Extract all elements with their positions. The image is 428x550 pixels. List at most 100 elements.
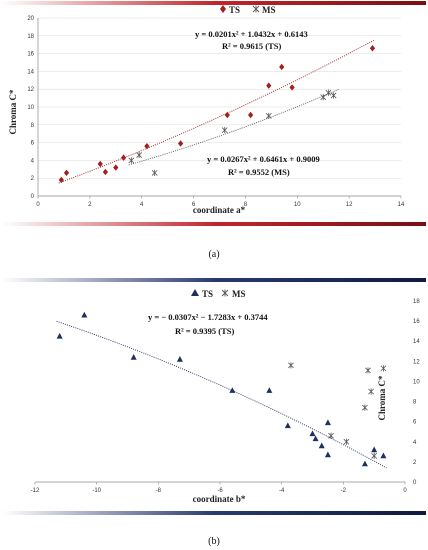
ms-point — [288, 362, 294, 369]
y-tick-label: 18 — [27, 34, 34, 40]
r2-ts-b: R² = 0.9395 (TS) — [175, 326, 235, 336]
x-axis-title-a: coordinate a* — [193, 205, 246, 215]
y-tick-label: 2 — [31, 176, 35, 182]
ts-point — [120, 154, 127, 161]
ts-point — [97, 160, 103, 168]
ts-point — [279, 63, 285, 71]
ts-point — [113, 164, 119, 171]
x-tick-label: -2 — [341, 488, 347, 494]
panel-a-bottom-border — [2, 222, 426, 226]
ts-point — [309, 430, 316, 437]
ms-point — [368, 388, 374, 395]
x-tick-label: 10 — [294, 202, 301, 208]
y-tick-label: 10 — [27, 105, 34, 111]
caption-a: (a) — [208, 249, 219, 260]
ts-point — [229, 387, 236, 393]
x-tick-label: -10 — [92, 488, 101, 494]
x-tick-label: 0 — [36, 202, 40, 208]
ts-point — [371, 446, 378, 453]
y-tick-label: 12 — [27, 87, 34, 93]
r2-ts: R² = 0.9615 (TS) — [222, 41, 282, 51]
ts-point — [289, 84, 295, 91]
ms-point — [221, 127, 228, 134]
ms-point — [265, 112, 272, 119]
x-tick-label: 4 — [140, 202, 144, 208]
panel-a-top-border — [2, 1, 426, 5]
ms-point — [362, 404, 368, 411]
x-tick-label: 2 — [88, 202, 92, 208]
ts-point — [178, 140, 184, 147]
equation-ts: y = 0.0201x² + 1.0432x + 0.6143 — [195, 29, 308, 39]
ms-point — [128, 157, 135, 164]
x-tick-label: -12 — [31, 488, 40, 494]
ms-point — [330, 92, 337, 99]
y-tick-label: 10 — [413, 379, 420, 385]
ms-point — [136, 151, 143, 159]
ts-point — [81, 311, 88, 318]
ts-point — [380, 452, 387, 459]
ms-point — [325, 89, 332, 96]
y-tick-label: 14 — [27, 69, 34, 75]
y-tick-label: 4 — [413, 440, 417, 446]
equation-ts-b: y = − 0.0307x² − 1.7283x + 0.3744 — [148, 312, 268, 322]
x-tick-label: -4 — [279, 488, 285, 494]
x-tick-label: 14 — [398, 202, 405, 208]
ts-point — [224, 111, 230, 119]
ms-point — [328, 432, 334, 439]
ts-point — [361, 460, 368, 467]
ts-point — [266, 82, 272, 89]
x-tick-label: 12 — [346, 202, 353, 208]
ts-point — [130, 354, 137, 360]
ts-point — [102, 168, 109, 176]
legend-label-ms-b: MS — [232, 289, 246, 299]
x-tick-label: 0 — [403, 488, 407, 494]
legend-triangle-marker — [191, 289, 199, 296]
y-tick-labels-b: 0 2 4 6 8 10 12 14 16 18 — [413, 299, 420, 486]
ms-point — [365, 367, 371, 374]
y-tick-label: 8 — [413, 400, 417, 406]
ts-point — [318, 442, 325, 449]
legend-x-marker — [252, 5, 260, 13]
y-tick-label: 12 — [413, 359, 420, 365]
trendlines-a — [58, 39, 376, 184]
data-points-a — [58, 45, 376, 184]
y-tick-label: 2 — [413, 460, 417, 466]
ts-point — [312, 435, 319, 442]
y-tick-label: 6 — [413, 420, 417, 426]
x-tick-label: 8 — [244, 202, 248, 208]
ts-point — [56, 332, 63, 339]
r2-ms: R² = 0.9552 (MS) — [228, 167, 290, 177]
panel-b-bottom-border — [2, 511, 426, 515]
ms-point — [320, 94, 327, 101]
y-axis-title-a: Chroma C* — [8, 89, 18, 135]
x-tick-labels-b: -12 -10 -8 -6 -4 -2 0 — [31, 488, 408, 494]
legend-a: TS MS — [220, 5, 276, 15]
ms-point — [380, 365, 387, 372]
ts-point — [369, 45, 376, 52]
y-tick-label: 0 — [31, 194, 35, 200]
equation-ms: y = 0.0267x² + 0.6461x + 0.9009 — [207, 154, 320, 164]
y-tick-label: 16 — [413, 319, 420, 325]
ts-point — [63, 169, 70, 177]
y-tick-label: 16 — [27, 52, 34, 58]
y-tick-labels-a: 0 2 4 6 8 10 12 14 16 18 20 — [27, 16, 34, 200]
ms-point — [151, 169, 158, 176]
y-gridlines-a — [38, 17, 401, 197]
trendlines-b — [56, 320, 387, 469]
ts-point — [324, 451, 331, 458]
legend-x-marker-b — [221, 289, 229, 297]
y-tick-label: 8 — [31, 123, 35, 129]
ts-point — [176, 356, 183, 362]
caption-b: (b) — [208, 536, 220, 547]
legend-label-ts-b: TS — [202, 289, 213, 299]
axes-a — [37, 18, 402, 199]
x-tick-labels-a: 0 2 4 6 8 10 12 14 — [36, 202, 405, 208]
ts-point — [144, 142, 150, 150]
legend-diamond-marker — [220, 5, 226, 13]
ts-point — [266, 387, 273, 393]
ts-point — [284, 422, 291, 429]
panel-b-top-border — [2, 278, 426, 282]
data-points-b — [56, 311, 387, 467]
ms-point — [343, 438, 350, 445]
